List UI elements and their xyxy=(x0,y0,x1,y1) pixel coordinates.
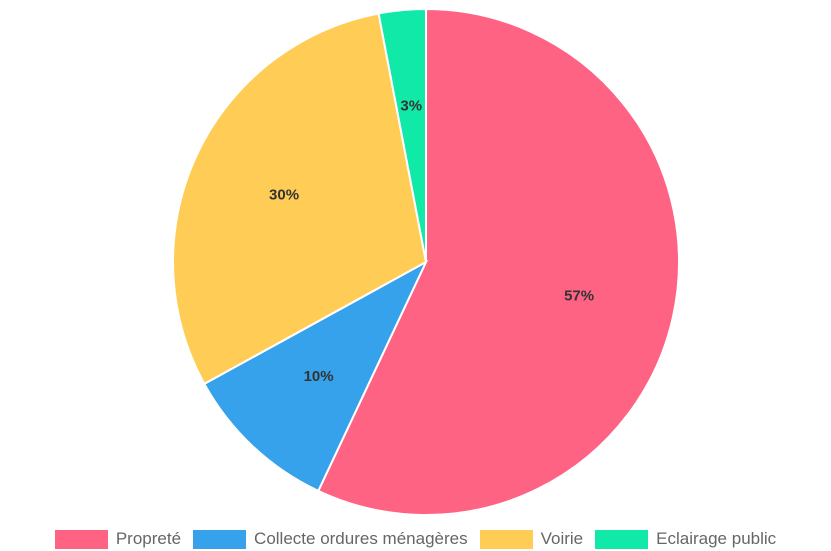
legend-swatch xyxy=(193,529,247,549)
pie-slice-proprete[interactable] xyxy=(316,7,680,516)
legend-swatch xyxy=(54,529,108,549)
legend-label: Voirie xyxy=(540,529,584,548)
legend-item-eclairage-public[interactable]: Eclairage public xyxy=(595,529,776,549)
pie-slice-eclairage-public[interactable] xyxy=(377,7,427,263)
legend-item-collecte-ordures-menageres[interactable]: Collecte ordures ménagères xyxy=(193,529,468,549)
chart-legend: Propreté Collecte ordures ménagères Voirie… xyxy=(0,527,831,551)
pie-labels: 57% 10% 30% 3% xyxy=(269,97,594,385)
legend-label: Propreté xyxy=(115,529,182,548)
pie-slice-collecte-ordures-menageres[interactable] xyxy=(202,259,429,493)
legend-item-proprete[interactable]: Propreté xyxy=(54,529,182,549)
pie-chart-canvas: 57% 10% 30% 3% xyxy=(172,7,680,516)
slice-value-label-eclairage-public: 3% xyxy=(400,97,422,114)
pie-slices xyxy=(172,7,680,516)
legend-item-voirie[interactable]: Voirie xyxy=(479,529,584,549)
slice-value-label-voirie: 30% xyxy=(269,187,299,204)
slice-value-label-collecte-ordures-menageres: 10% xyxy=(304,368,334,385)
legend-label: Eclairage public xyxy=(656,529,777,548)
pie-slice-voirie[interactable] xyxy=(172,12,428,386)
legend-swatch xyxy=(595,529,649,549)
legend-swatch xyxy=(479,529,533,549)
slice-value-label-proprete: 57% xyxy=(564,288,594,305)
legend-label: Collecte ordures ménagères xyxy=(254,529,468,548)
